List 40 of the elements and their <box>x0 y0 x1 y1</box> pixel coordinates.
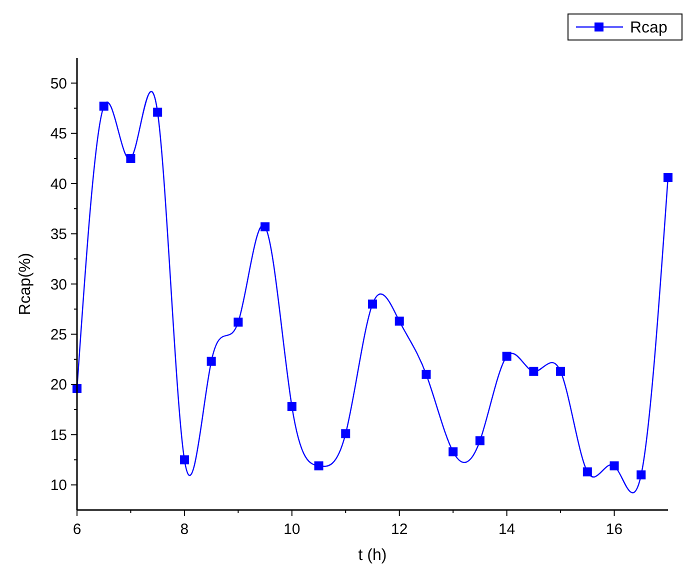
x-tick-label: 14 <box>498 521 516 538</box>
y-tick-label: 15 <box>50 426 67 444</box>
point <box>610 461 619 470</box>
point <box>502 352 512 361</box>
point <box>448 447 458 456</box>
x-tick-label: 6 <box>72 521 82 538</box>
point <box>153 108 162 117</box>
x-tick-label: 12 <box>391 521 408 538</box>
point <box>206 356 216 366</box>
y-tick-label: 30 <box>50 276 67 294</box>
point <box>287 402 296 412</box>
point <box>664 173 672 182</box>
point <box>582 467 592 476</box>
x-tick-label: 8 <box>180 521 189 538</box>
point <box>260 222 270 232</box>
y-tick-label: 50 <box>50 75 67 92</box>
y-tick-label: 40 <box>50 176 67 193</box>
point <box>341 429 350 438</box>
y-tick-label: 45 <box>50 126 67 143</box>
point <box>636 470 646 480</box>
x-tick-label: 10 <box>284 521 300 538</box>
point <box>394 316 404 326</box>
y-axis-title: Rcap(%) <box>17 252 34 316</box>
point <box>234 318 243 327</box>
y-tick-label: 10 <box>50 477 67 494</box>
point <box>556 366 566 376</box>
point <box>314 461 324 470</box>
x-axis-title: t (h) <box>358 547 387 564</box>
x-tick-label: 16 <box>606 521 623 538</box>
y-tick-label: 20 <box>50 376 67 394</box>
point <box>180 455 189 464</box>
point <box>422 370 431 379</box>
legend-label: Rcap <box>630 20 668 37</box>
point <box>475 436 484 446</box>
point <box>99 102 108 111</box>
y-tick-label: 35 <box>50 226 67 244</box>
point <box>126 154 136 163</box>
point <box>529 366 538 376</box>
point <box>368 300 377 309</box>
y-tick-label: 25 <box>50 326 67 344</box>
